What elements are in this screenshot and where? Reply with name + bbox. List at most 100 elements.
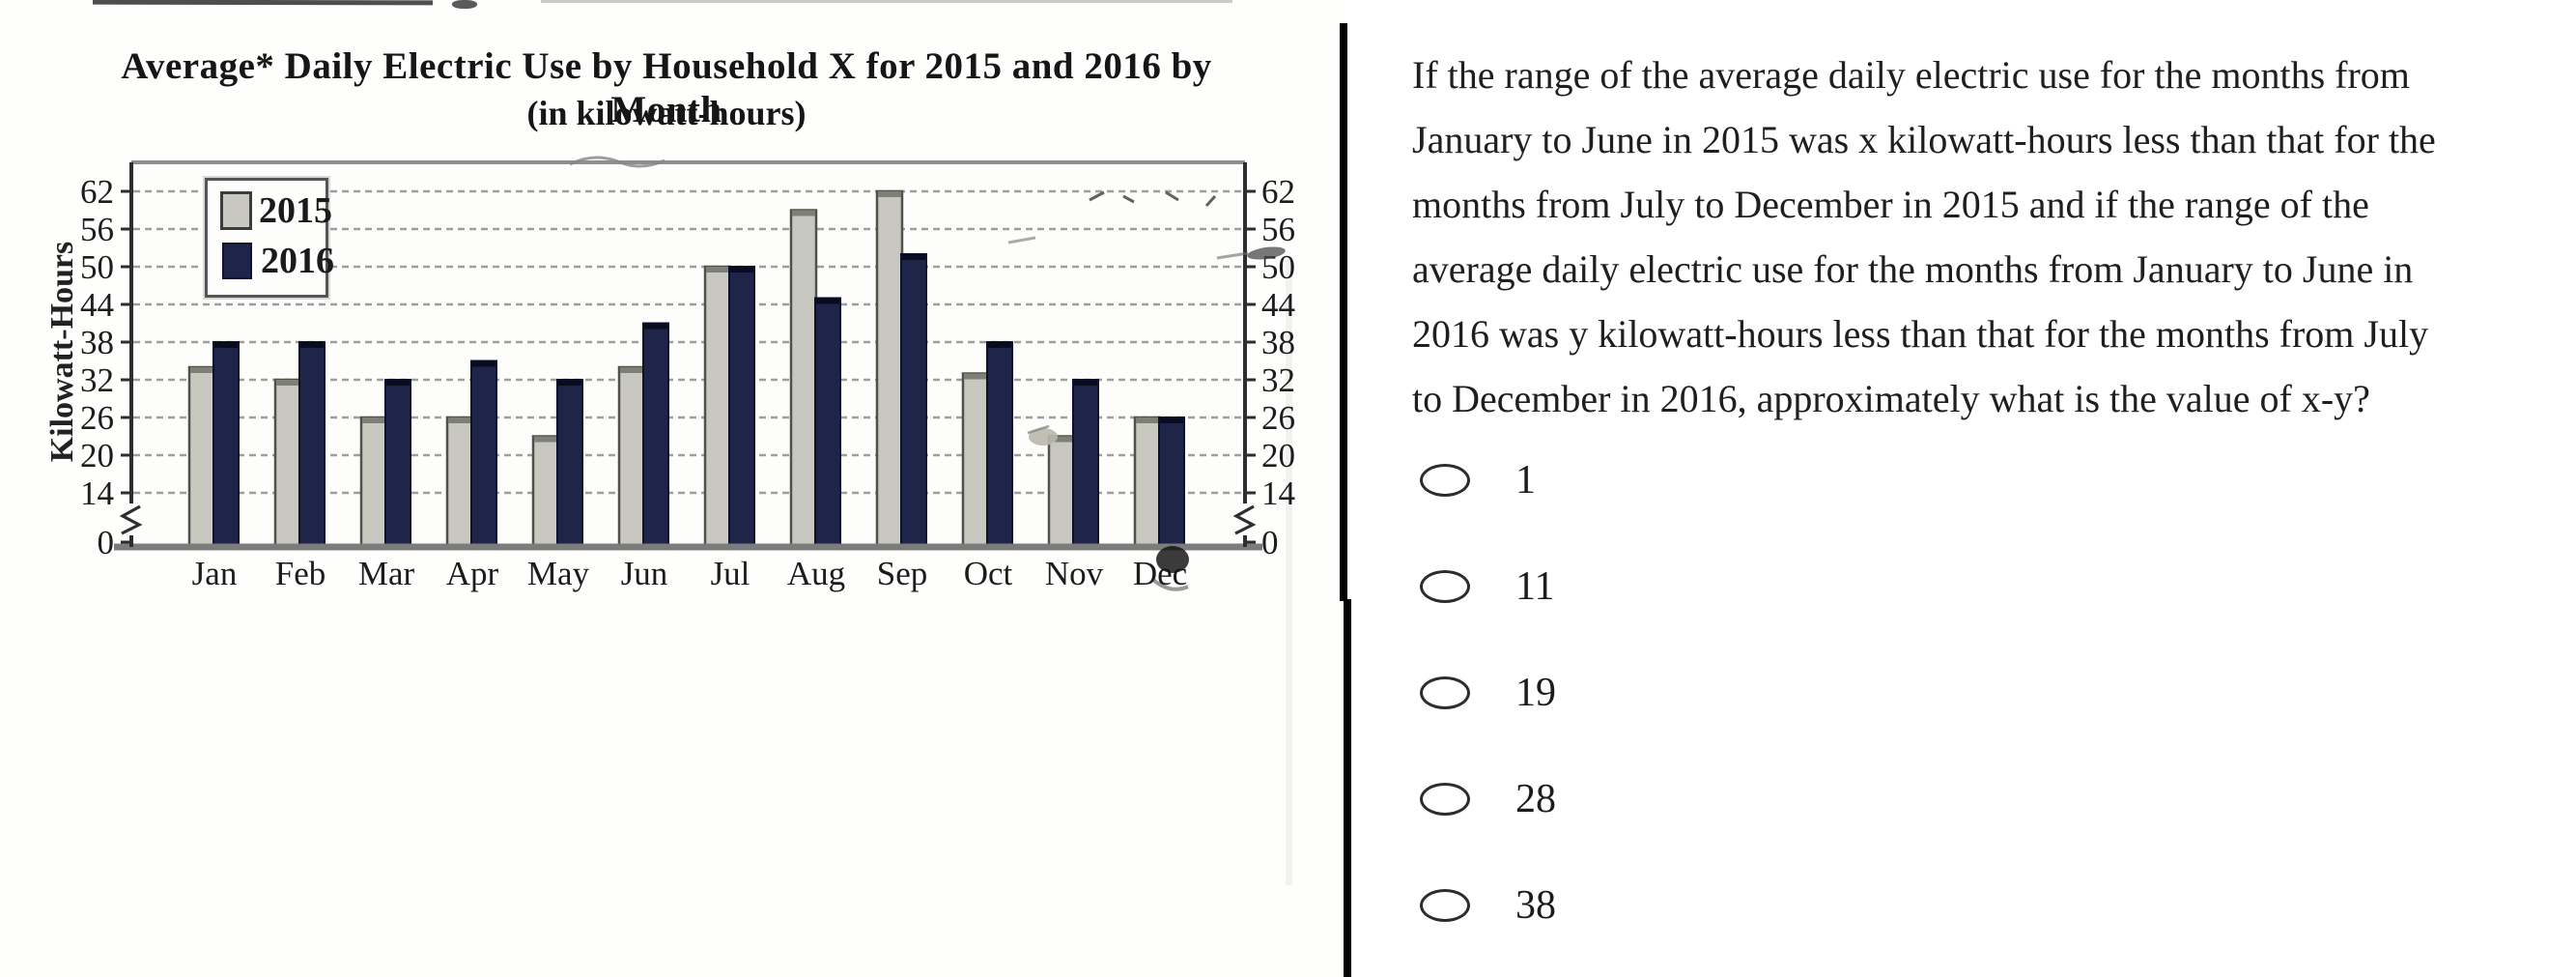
bar-2015-feb [273, 378, 302, 549]
bar-2016-may [556, 379, 583, 548]
answer-option[interactable]: 28 [1420, 746, 2096, 852]
radio-button-icon[interactable] [1420, 889, 1470, 922]
chart-legend: 2015 2016 [203, 176, 334, 300]
radio-button-icon[interactable] [1420, 676, 1470, 709]
scan-artifact [569, 156, 665, 168]
scan-artifact [1007, 236, 1036, 244]
bar-2016-cap [902, 254, 925, 260]
bar-2015-cap [448, 417, 471, 423]
bar-2015-cap [190, 367, 213, 373]
bar-2015-jan [187, 365, 216, 549]
bar-2016-feb [298, 341, 326, 548]
panel-divider [1344, 599, 1351, 977]
right-tick-label-26: 26 [1261, 399, 1295, 437]
bar-2015-may [531, 435, 560, 549]
chart-subtitle: (in kilowatt-hours) [526, 94, 807, 132]
x-tick-label-apr: Apr [446, 555, 499, 592]
left-tick-label-26: 26 [80, 399, 114, 437]
bar-2016-sep [900, 253, 927, 548]
bar-2015-jul [703, 265, 732, 549]
bar-2015-aug [789, 209, 818, 549]
scan-artifact [1151, 578, 1189, 591]
axis-break-right-icon [1232, 504, 1257, 535]
legend-entry-2015: 2015 [220, 191, 332, 230]
left-tick-label-56: 56 [80, 211, 114, 248]
radio-button-icon[interactable] [1420, 464, 1470, 497]
answer-option[interactable]: 1 [1420, 427, 2096, 533]
answer-option[interactable]: 11 [1420, 533, 2096, 640]
x-tick-label-mar: Mar [358, 555, 415, 592]
scan-artifact [452, 0, 477, 9]
bar-2015-cap [792, 210, 815, 216]
chart-panel: Average* Daily Electric Use by Household… [44, 0, 1295, 885]
right-tick-label-14: 14 [1261, 474, 1295, 512]
bar-2016-oct [986, 341, 1013, 548]
scan-artifact [1216, 251, 1249, 260]
bar-2016-cap [644, 323, 667, 330]
answer-options: 1 11 19 28 38 [1420, 427, 2096, 959]
bar-2015-jun [617, 365, 646, 549]
option-label: 11 [1515, 564, 1555, 609]
scan-artifact [1156, 546, 1189, 573]
legend-swatch-2016-icon [222, 243, 252, 279]
chart-title: Average* Daily Electric Use by Household… [121, 45, 1212, 130]
question-line: If the range of the average daily electr… [1412, 53, 2410, 97]
radio-button-icon[interactable] [1420, 783, 1470, 816]
left-tick-label-38: 38 [80, 324, 114, 361]
scan-artifact [1247, 246, 1286, 260]
x-tick-label-feb: Feb [275, 555, 326, 592]
axis-break-left-icon [119, 504, 143, 535]
answer-option[interactable]: 19 [1420, 640, 2096, 746]
left-tick-label-20: 20 [80, 437, 114, 474]
right-tick-label-44: 44 [1261, 286, 1295, 324]
bar-2016-cap [816, 298, 839, 304]
bar-2016-nov [1072, 379, 1099, 548]
bar-2016-apr [470, 359, 497, 548]
question-line: to December in 2016, approximately what … [1412, 377, 2370, 420]
legend-swatch-2015-icon [220, 191, 252, 230]
question-line: January to June in 2015 was x kilowatt-h… [1412, 118, 2436, 161]
left-tick-label-32: 32 [80, 361, 114, 399]
question-line: average daily electric use for the month… [1412, 247, 2414, 291]
x-tick-label-aug: Aug [787, 555, 845, 592]
bar-2016-cap [730, 267, 753, 273]
bar-2016-cap [988, 342, 1011, 348]
x-tick-label-jul: Jul [711, 555, 750, 592]
scan-artifact [1089, 190, 1217, 208]
bar-2016-cap [300, 342, 324, 348]
x-tick-label-may: May [527, 555, 590, 592]
bar-2015-oct [961, 372, 990, 549]
x-tick-label-sep: Sep [877, 555, 928, 592]
x-tick-label-jun: Jun [621, 555, 668, 592]
bar-2015-cap [878, 191, 901, 197]
right-tick-label-32: 32 [1261, 361, 1295, 399]
bar-2015-cap [964, 373, 987, 380]
bar-2015-sep [875, 189, 904, 549]
right-tick-label-62: 62 [1261, 173, 1295, 211]
x-tick-label-oct: Oct [964, 555, 1013, 592]
question-line: months from July to December in 2015 and… [1412, 183, 2369, 226]
bar-2015-apr [445, 416, 474, 549]
scan-artifact [541, 0, 1232, 3]
bar-2016-cap [1160, 417, 1183, 423]
answer-option[interactable]: 38 [1420, 852, 2096, 959]
left-tick-label-0: 0 [98, 524, 115, 561]
x-tick-label-nov: Nov [1045, 555, 1104, 592]
option-label: 1 [1515, 458, 1536, 503]
bar-2015-cap [276, 380, 299, 386]
bar-2016-cap [214, 342, 238, 348]
bar-2016-jul [728, 266, 755, 548]
bar-2016-jun [642, 322, 669, 548]
bar-2016-cap [1074, 380, 1097, 386]
bar-2015-cap [1136, 417, 1159, 423]
bar-2016-cap [386, 380, 410, 386]
left-tick-label-62: 62 [80, 173, 114, 211]
option-label: 38 [1515, 883, 1556, 928]
x-tick-label-jan: Jan [192, 555, 238, 592]
panel-divider [1340, 23, 1347, 601]
bar-2015-cap [620, 367, 643, 373]
radio-button-icon[interactable] [1420, 570, 1470, 603]
bar-2015-cap [706, 267, 729, 273]
